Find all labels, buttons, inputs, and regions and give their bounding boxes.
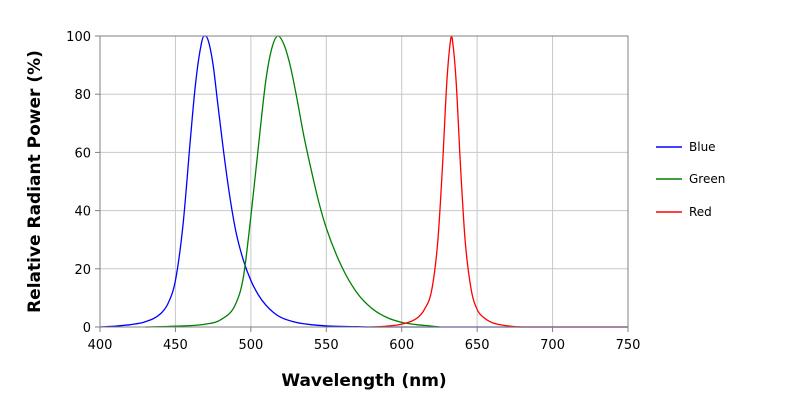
x-tick-label-600: 600 <box>389 338 414 353</box>
plot-area <box>100 36 628 327</box>
y-tick-label-100: 100 <box>66 30 91 45</box>
x-tick-label-650: 650 <box>465 338 490 353</box>
grid-lines <box>100 36 628 327</box>
y-tick-label-0: 0 <box>83 321 91 336</box>
x-tick-label-750: 750 <box>616 338 641 353</box>
tick-layer: 400 450 500 550 600 650 700 750 0 20 40 60 80 100 <box>66 30 640 353</box>
series-line-red <box>371 35 628 328</box>
legend-label-blue: Blue <box>689 140 716 154</box>
y-axis-title: Relative Radiant Power (%) <box>25 50 45 313</box>
x-tick-label-700: 700 <box>540 338 565 353</box>
x-tick-label-500: 500 <box>238 338 263 353</box>
plot-frame <box>99 35 629 328</box>
y-tick-label-40: 40 <box>74 205 91 220</box>
x-tick-label-450: 450 <box>163 338 188 353</box>
y-tick-label-80: 80 <box>74 88 91 103</box>
x-axis-title: Wavelength (nm) <box>281 371 446 391</box>
x-tick-label-400: 400 <box>88 338 113 353</box>
legend-label-green: Green <box>689 172 725 186</box>
legend: Blue Green Red <box>656 140 725 219</box>
x-tick-label-550: 550 <box>314 338 339 353</box>
y-tick-label-60: 60 <box>74 146 91 161</box>
series-line-green <box>145 35 440 328</box>
y-tick-label-20: 20 <box>74 263 91 278</box>
legend-label-red: Red <box>689 205 712 219</box>
